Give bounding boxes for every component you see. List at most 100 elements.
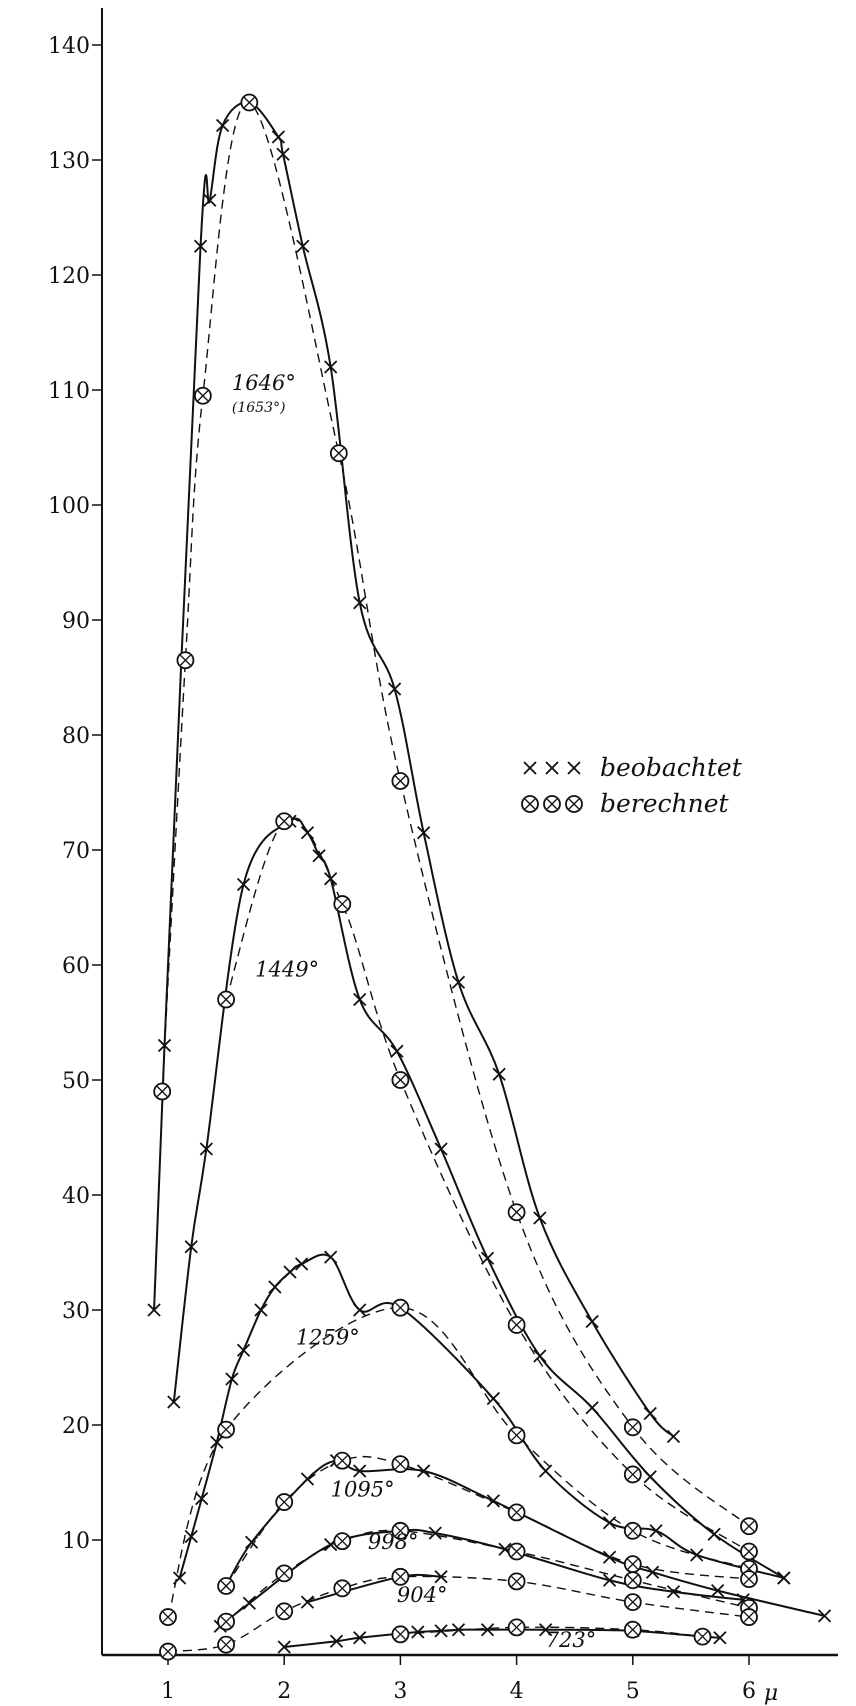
cross-stroke (523, 761, 537, 775)
x-tick-label: 5 (626, 1679, 640, 1704)
series-1449-observed-point (390, 1044, 404, 1058)
cross-stroke (707, 1527, 721, 1541)
series-1095-calculated-point (740, 1570, 758, 1588)
cross-stroke (329, 1634, 344, 1648)
circle-cross (162, 1611, 174, 1623)
circle-cross (511, 1546, 523, 1557)
series-904-calculated-point (391, 1567, 410, 1586)
series-1095-calculated-point (507, 1503, 526, 1522)
series-1646-observed-point (276, 147, 290, 161)
cross-stroke (585, 1314, 599, 1329)
circle-cross (743, 1520, 755, 1532)
series-1449-calculated-point (740, 1542, 758, 1561)
x-tick-label: 1 (161, 1679, 175, 1704)
cross-stroke (480, 1623, 495, 1637)
cross-stroke (225, 1372, 239, 1386)
legend-observed-label: beobachtet (600, 753, 743, 782)
curve-labels: 1646° (1653°) 1449° 1259° 1095° 998° 904° 723° (232, 371, 596, 1652)
series-1646-observed-point (203, 193, 217, 207)
series-1095-calculated-point (333, 1451, 352, 1470)
cross-stroke (434, 1142, 448, 1156)
series-1646-observed-point (271, 130, 286, 144)
cross-stroke (539, 1464, 553, 1478)
series-1259-calculated-point (507, 1426, 526, 1445)
series-1449-observed-point (324, 872, 338, 886)
series-998-observed-point (428, 1526, 442, 1540)
series-998-calculated-point (623, 1571, 642, 1590)
circle-cross (179, 654, 191, 666)
circle-cross (336, 1535, 348, 1547)
cross-stroke (300, 1595, 315, 1609)
cross-stroke (690, 1548, 704, 1562)
cross-stroke (643, 1470, 657, 1484)
series-904-calculated-point (740, 1608, 758, 1626)
circle-cross (546, 798, 558, 810)
series-723-observed-point (451, 1623, 466, 1637)
y-tick-label: 30 (62, 1299, 90, 1324)
series-723-observed-point (434, 1624, 448, 1638)
series-1449-observed-curve (172, 817, 785, 1579)
series-998-label: 998° (368, 1530, 419, 1554)
series-998-calculated-point (333, 1532, 352, 1551)
series-1259-observed-curve (178, 1253, 785, 1579)
cross-stroke (602, 1573, 617, 1587)
series-1646-observed-point (387, 682, 402, 696)
series-723-calculated-point (623, 1620, 642, 1639)
circle-cross (743, 1546, 755, 1557)
series-1259-observed-point (294, 1257, 309, 1271)
series-1095-calculated-point (217, 1577, 236, 1595)
legend-cross-markers (523, 761, 581, 775)
y-tick-label: 60 (62, 954, 90, 979)
series-1259-observed-point (649, 1524, 663, 1538)
circle-cross (511, 1575, 523, 1587)
series-1259-observed-point (486, 1391, 500, 1406)
series-998-observed-point (602, 1573, 617, 1587)
series-1646-observed-point (193, 239, 208, 253)
circle-cross (568, 798, 580, 810)
cross-stroke (172, 1571, 187, 1585)
circle-cross (394, 1525, 406, 1537)
cross-stroke (236, 1343, 251, 1357)
series-1259-observed-point (690, 1548, 704, 1562)
series-1646-observed-point (533, 1211, 547, 1225)
legend-circle-markers (521, 795, 583, 813)
circle-cross (156, 1086, 168, 1097)
series-1449-observed-point (199, 1142, 213, 1156)
series-723-observed-point (277, 1640, 291, 1654)
series-1259-observed-point (353, 1303, 367, 1317)
series-1259-observed-point (283, 1265, 297, 1279)
series-1646-observed-point (353, 596, 367, 610)
series-1259-observed-point (539, 1464, 553, 1478)
series-1095-observed-point (417, 1464, 431, 1478)
legend: beobachtet berechnet (521, 753, 743, 818)
series-1646-observed-point (215, 118, 230, 133)
series-1449-calculated-point (275, 812, 294, 831)
series-723-calculated-point (507, 1618, 526, 1637)
circle-cross (627, 1468, 639, 1480)
circle-cross (511, 1206, 523, 1218)
series-1095-calculated-point (623, 1555, 642, 1574)
cross-stroke (215, 118, 230, 133)
circle-cross (524, 798, 536, 810)
axes (101, 8, 838, 1657)
cross-stroke (545, 761, 559, 775)
series-904-calculated-point (159, 1642, 177, 1661)
series-1095-label: 1095° (331, 1477, 395, 1501)
circle-cross (627, 1525, 639, 1537)
series-1095-observed-curve (225, 1459, 825, 1617)
series-904-label: 904° (397, 1583, 448, 1607)
x-tick-label: 6 (742, 1679, 756, 1704)
legend-cross-marker (545, 761, 559, 775)
y-tick-label: 20 (62, 1414, 90, 1439)
series-1259-observed-point (777, 1571, 791, 1585)
cross-stroke (428, 1526, 442, 1540)
circle-cross (336, 1582, 348, 1594)
cross-stroke (666, 1429, 681, 1444)
series-1646-observed-point (324, 360, 338, 374)
legend-cross-marker (523, 761, 537, 775)
cross-stroke (492, 1067, 506, 1081)
series-1646-calculated-point (329, 444, 348, 463)
cross-stroke (236, 877, 251, 892)
